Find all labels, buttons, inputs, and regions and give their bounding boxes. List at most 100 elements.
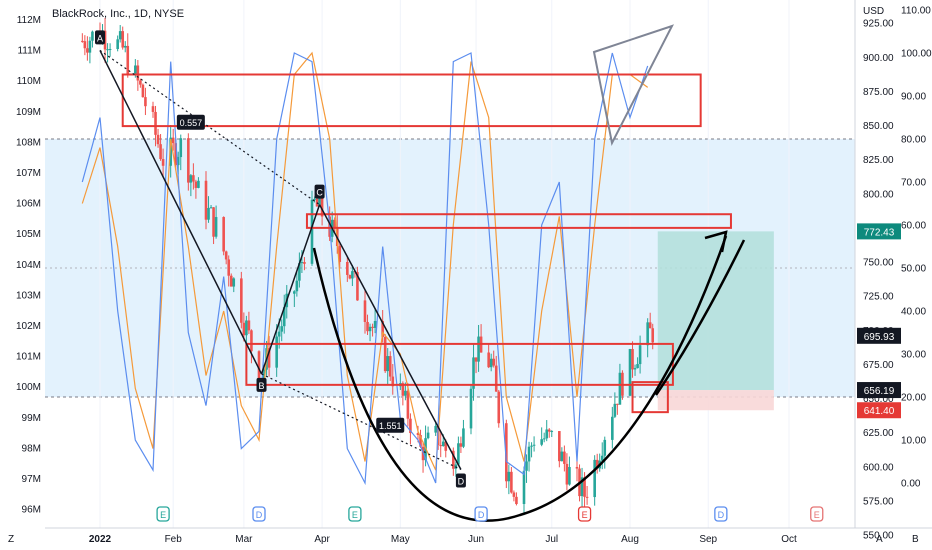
- price-tick-label: 675.00: [863, 360, 894, 371]
- candle-body: [346, 261, 349, 275]
- candle-body: [363, 300, 367, 322]
- zone-rectangle-4[interactable]: [631, 381, 669, 414]
- candle-body: [439, 445, 443, 447]
- candle-body: [187, 138, 190, 183]
- candle-body: [257, 351, 261, 381]
- candle-body: [242, 322, 246, 336]
- earnings-dividend-marker[interactable]: E: [348, 506, 362, 522]
- price-tick-label: 600.00: [863, 462, 894, 473]
- candle-body: [530, 445, 533, 447]
- volume-tick-label: 106M: [16, 199, 41, 210]
- stochastic-d-line: [81, 51, 649, 471]
- candle-body: [565, 463, 569, 485]
- candle-body: [144, 97, 147, 107]
- drawings-layer[interactable]: A B C D 0.557 1.551 E D E D E D E: [95, 24, 824, 522]
- candle-body: [459, 443, 463, 447]
- event-marker-box: [810, 506, 824, 522]
- candle-body: [497, 391, 501, 424]
- point-badge: [95, 30, 105, 45]
- candle-body: [356, 272, 359, 301]
- candle-body: [250, 330, 253, 352]
- pattern-point-d[interactable]: D: [455, 473, 466, 488]
- price-tag-box: [857, 382, 901, 399]
- candle-body: [580, 477, 584, 497]
- volume-tick-label: 111M: [17, 46, 41, 57]
- candle-body: [156, 134, 160, 145]
- candle-body: [507, 471, 511, 482]
- candle-body: [434, 425, 437, 433]
- pattern-point-b[interactable]: B: [256, 377, 267, 392]
- pattern-ratio-line[interactable]: [261, 373, 462, 471]
- candle-body: [126, 45, 130, 75]
- ratio-label[interactable]: 1.551: [376, 417, 405, 433]
- oscillator-tick-label: 50.00: [901, 264, 926, 275]
- candle-body: [280, 326, 284, 332]
- candle-body: [492, 358, 496, 366]
- candle-body: [628, 349, 632, 396]
- cup-curve[interactable]: [312, 235, 728, 522]
- pattern-leg[interactable]: [99, 50, 263, 375]
- earnings-dividend-marker[interactable]: E: [156, 506, 170, 522]
- candle-body: [611, 416, 614, 440]
- candle-body: [333, 219, 337, 228]
- zone-rectangle-1[interactable]: [121, 73, 702, 128]
- earnings-dividend-marker[interactable]: D: [474, 506, 488, 522]
- candle-body: [262, 369, 266, 381]
- earnings-dividend-marker[interactable]: D: [714, 506, 728, 522]
- corner-a-label[interactable]: A: [876, 534, 883, 545]
- event-marker-box: [577, 506, 592, 522]
- candle-body: [419, 434, 422, 447]
- candle-body: [295, 280, 299, 292]
- corner-left-label[interactable]: Z: [8, 534, 14, 545]
- candle-body: [245, 320, 248, 336]
- earnings-dividend-marker[interactable]: E: [810, 506, 824, 522]
- candle-body: [179, 138, 183, 158]
- position-tool[interactable]: [657, 231, 774, 411]
- candle-body: [563, 451, 566, 464]
- candle-body: [277, 331, 281, 337]
- projection-arrow[interactable]: [654, 239, 746, 396]
- price-tick-label: 850.00: [863, 121, 894, 132]
- zone-rectangle-2[interactable]: [305, 213, 732, 229]
- candle-body: [441, 441, 445, 447]
- pattern-leg[interactable]: [318, 204, 462, 470]
- earnings-dividend-marker[interactable]: E: [577, 506, 592, 522]
- oscillator-tick-label: 110.00: [901, 6, 931, 17]
- pattern-leg[interactable]: [260, 204, 321, 375]
- price-tick-label: 575.00: [863, 496, 894, 507]
- corner-b-label[interactable]: B: [912, 534, 919, 545]
- pattern-point-a[interactable]: A: [95, 30, 105, 45]
- volume-tick-label: 101M: [16, 352, 41, 363]
- triangle-drawing[interactable]: [592, 24, 675, 147]
- oscillator-tick-label: 70.00: [901, 178, 926, 189]
- candle-body: [121, 31, 125, 48]
- price-tag-entry_tag: 656.19: [857, 382, 901, 399]
- point-badge: [256, 377, 267, 392]
- candle-body: [106, 49, 109, 51]
- candle-body: [595, 459, 599, 469]
- candle-body: [174, 143, 178, 166]
- zone-rectangle-3[interactable]: [245, 342, 674, 386]
- candle-body: [525, 461, 528, 471]
- candle-body: [426, 432, 430, 439]
- candle-body: [505, 423, 508, 482]
- candle-body: [197, 180, 200, 188]
- candle-body: [214, 217, 218, 237]
- chart-title: BlackRock, Inc., 1D, NYSE: [52, 8, 185, 20]
- candle-body: [550, 431, 554, 433]
- earnings-dividend-marker[interactable]: D: [252, 506, 266, 522]
- candle-body: [240, 278, 243, 323]
- candle-body: [616, 403, 619, 405]
- position-stop-zone[interactable]: [657, 390, 774, 411]
- pattern-point-c[interactable]: C: [314, 184, 325, 199]
- oscillator-tick-label: 100.00: [901, 49, 932, 60]
- candle-body: [300, 262, 304, 264]
- candle-body: [159, 144, 162, 160]
- candle-body: [171, 137, 175, 144]
- candle-body: [88, 40, 92, 53]
- ratio-label[interactable]: 0.557: [176, 114, 205, 130]
- candle-body: [651, 328, 655, 343]
- candle-body: [646, 322, 649, 346]
- candle-body: [192, 175, 195, 182]
- oscillator-tick-label: 30.00: [901, 350, 926, 361]
